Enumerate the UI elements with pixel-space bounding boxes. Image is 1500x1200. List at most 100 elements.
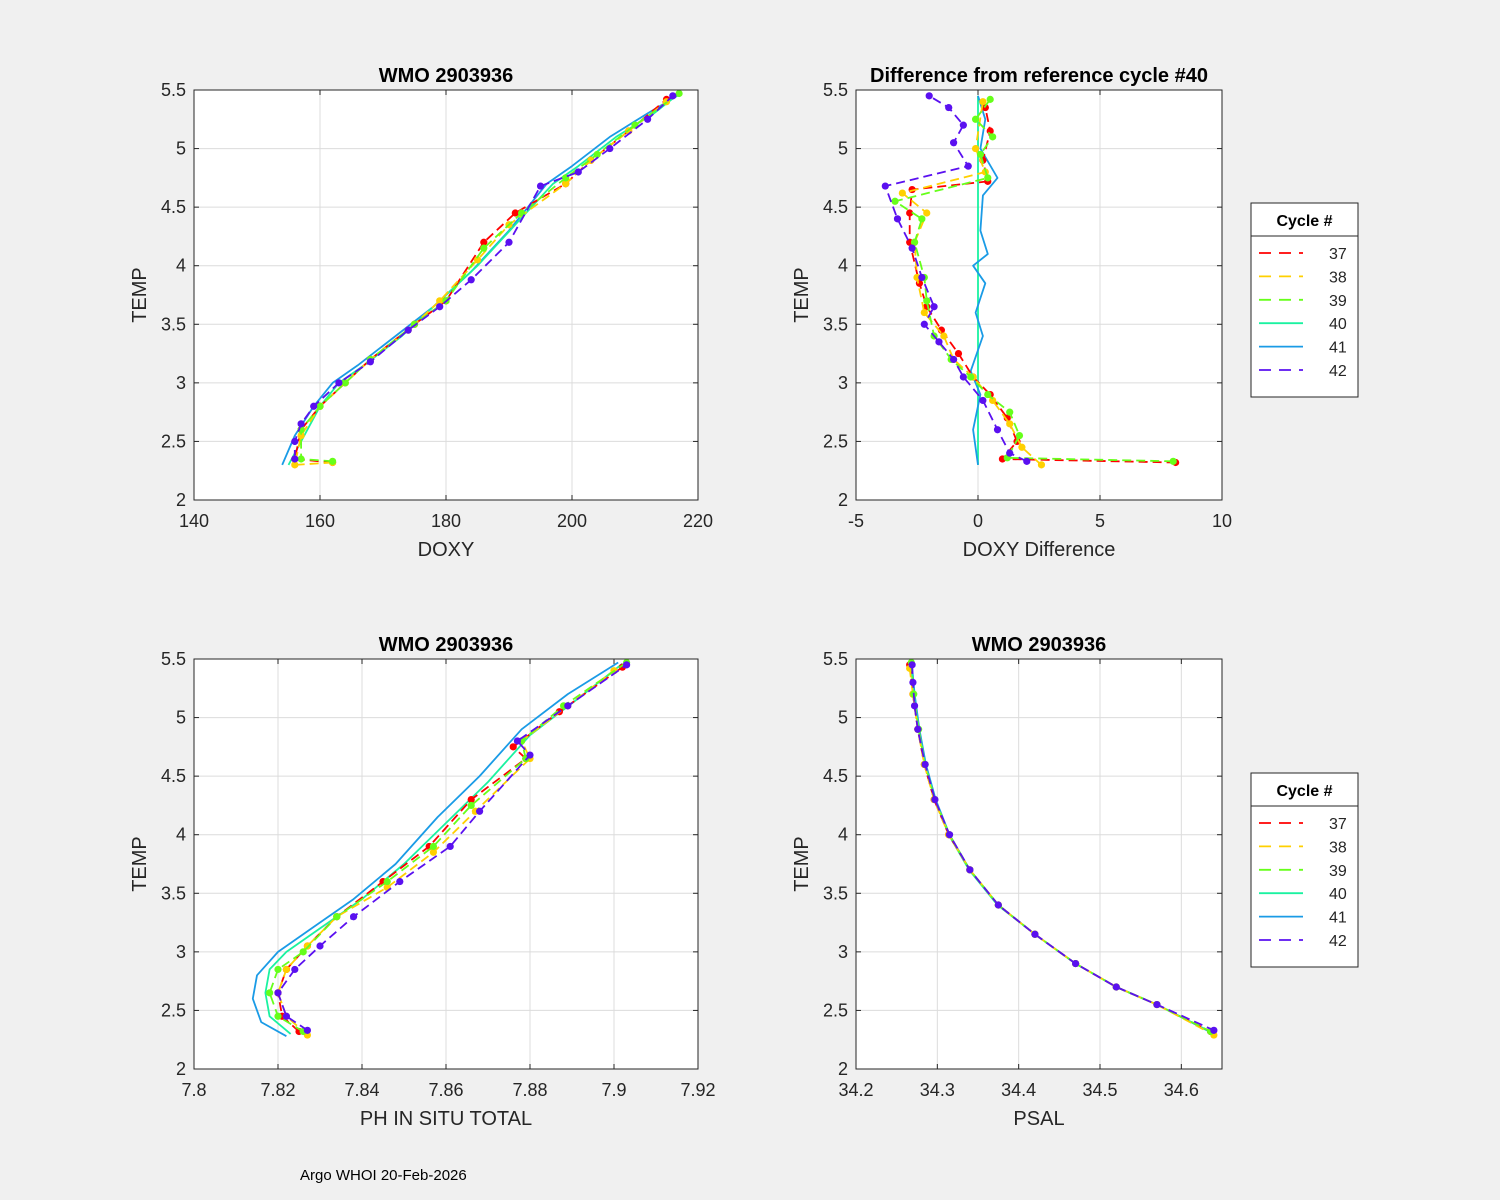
y-tick-label: 3 (176, 373, 186, 393)
y-tick-label: 4 (838, 256, 848, 276)
data-point-39 (333, 913, 341, 921)
data-point-42 (893, 215, 902, 223)
data-point-39 (986, 95, 994, 103)
x-tick-label: 7.92 (680, 1080, 715, 1100)
y-tick-label: 3.5 (823, 314, 848, 334)
legend-title: Cycle # (1276, 783, 1332, 800)
x-tick-label: 5 (1095, 511, 1105, 531)
series-line-41 (969, 95, 999, 466)
chart-title: WMO 2903936 (379, 65, 514, 87)
data-point-38 (898, 189, 906, 197)
data-point-39 (329, 457, 337, 465)
data-point-42 (513, 737, 522, 745)
series-group (881, 92, 1180, 469)
y-tick-label: 5.5 (823, 649, 848, 669)
data-point-42 (959, 121, 967, 129)
data-point-42 (1153, 1000, 1161, 1009)
data-point-39 (593, 150, 601, 159)
x-tick-label: 34.4 (1001, 1080, 1036, 1100)
x-tick-label: -5 (848, 511, 864, 531)
data-point-42 (282, 1012, 290, 1020)
y-tick-label: 2.5 (823, 1000, 848, 1020)
data-point-42 (1210, 1026, 1218, 1034)
chart-title: WMO 2903936 (972, 634, 1107, 656)
data-point-42 (979, 396, 987, 405)
legend-label-39: 39 (1329, 293, 1347, 310)
chart-title: Difference from reference cycle #40 (870, 65, 1208, 87)
data-point-39 (989, 133, 997, 141)
y-tick-label: 4.5 (161, 197, 186, 217)
y-tick-label: 5.5 (161, 649, 186, 669)
y-tick-label: 2.5 (823, 431, 848, 451)
x-tick-label: 200 (557, 511, 587, 531)
y-tick-label: 3.5 (161, 314, 186, 334)
data-point-42 (669, 92, 677, 100)
y-tick-label: 5 (838, 139, 848, 159)
data-point-42 (909, 678, 917, 687)
legend-label-41: 41 (1329, 340, 1347, 357)
data-point-42 (931, 795, 939, 804)
data-point-39 (967, 373, 975, 381)
data-point-42 (881, 182, 889, 190)
data-point-42 (908, 661, 916, 669)
data-point-38 (1006, 420, 1014, 428)
data-point-42 (396, 877, 404, 886)
data-point-42 (1031, 930, 1039, 938)
y-tick-label: 2 (176, 1059, 186, 1079)
data-point-39 (984, 174, 992, 182)
x-tick-label: 10 (1212, 511, 1232, 531)
x-tick-label: 34.2 (838, 1080, 873, 1100)
legend: Cycle # 37 38 39 40 41 42 (1250, 202, 1359, 398)
series-group (281, 90, 683, 469)
data-point-38 (1018, 443, 1026, 451)
legend-label-40: 40 (1329, 886, 1347, 903)
data-point-42 (945, 103, 953, 112)
data-point-42 (914, 725, 922, 733)
data-point-42 (606, 144, 614, 153)
data-point-39 (316, 402, 324, 410)
data-point-42 (623, 661, 631, 669)
data-point-38 (282, 965, 290, 974)
x-tick-label: 7.88 (512, 1080, 547, 1100)
grid (855, 658, 1222, 1070)
data-point-39 (467, 801, 475, 810)
data-point-38 (989, 396, 997, 405)
data-point-37 (1003, 414, 1011, 422)
legend-label-42: 42 (1329, 363, 1347, 380)
data-point-39 (299, 948, 307, 956)
data-point-38 (1037, 461, 1046, 469)
y-tick-label: 4 (176, 256, 186, 276)
data-point-42 (1112, 983, 1120, 991)
x-tick-label: 7.84 (344, 1080, 379, 1100)
chart-ph: 7.8 7.82 7.84 7.86 7.88 7.9 7.92 2 2.5 3 3.5 4 4.5 5 5… (129, 634, 716, 1130)
y-tick-label: 3 (838, 942, 848, 962)
data-point-42 (945, 831, 954, 839)
series-line-38 (901, 101, 1043, 466)
data-point-42 (291, 965, 299, 974)
legend-label-38: 38 (1329, 269, 1347, 286)
x-tick-label: 180 (431, 511, 461, 531)
legend-label-41: 41 (1329, 910, 1347, 927)
data-point-39 (984, 390, 992, 399)
footer-credit: Argo WHOI 20-Feb-2026 (300, 1167, 467, 1184)
x-tick-label: 0 (973, 511, 983, 531)
series-group (906, 659, 1218, 1039)
data-point-39 (1015, 431, 1024, 440)
series-group (251, 659, 631, 1039)
data-point-42 (918, 273, 926, 282)
y-tick-label: 3 (176, 942, 186, 962)
data-point-42 (303, 1026, 311, 1034)
data-point-37 (906, 209, 914, 217)
data-point-42 (350, 913, 358, 921)
data-point-42 (291, 455, 299, 463)
data-point-42 (274, 989, 282, 997)
x-tick-label: 7.9 (601, 1080, 626, 1100)
x-axis-label: PSAL (1013, 1108, 1064, 1130)
data-point-42 (404, 326, 412, 334)
data-point-42 (959, 373, 967, 381)
axes-frame (855, 89, 1223, 501)
data-point-42 (505, 238, 513, 246)
data-point-42 (993, 426, 1002, 434)
chart-psal: 34.2 34.3 34.4 34.5 34.6 2 2.5 3 3.5 4 4.5 5 5.5 WMO … (791, 634, 1359, 1130)
data-point-39 (383, 877, 391, 886)
